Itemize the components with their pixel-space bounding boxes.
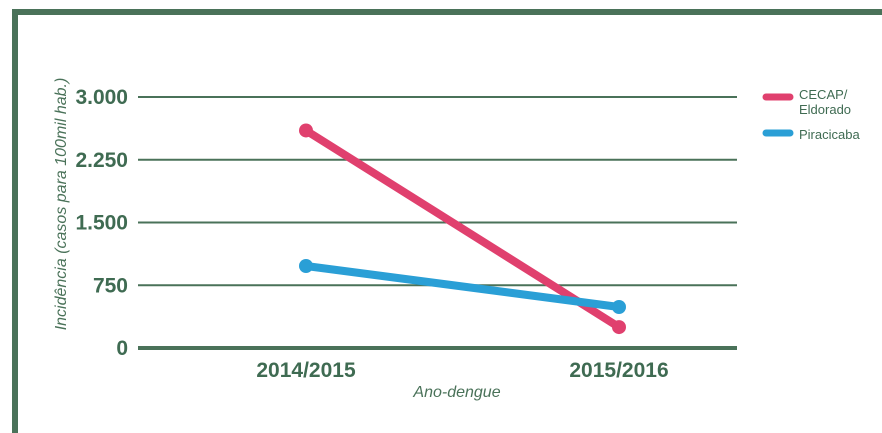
data-point-1-1 bbox=[612, 300, 626, 315]
data-point-0-0 bbox=[299, 123, 313, 138]
y-tick-label-3: 2.250 bbox=[75, 149, 128, 172]
y-tick-label-0: 0 bbox=[116, 337, 128, 360]
series-line-0 bbox=[302, 126, 623, 332]
legend-item-piracicaba: Piracicaba bbox=[762, 127, 860, 142]
y-tick-label-1: 750 bbox=[93, 274, 128, 297]
x-axis-title: Ano-dengue bbox=[412, 384, 500, 401]
x-tick-labels: 2014/2015 2015/2016 bbox=[256, 359, 668, 382]
y-tick-label-2: 1.500 bbox=[75, 212, 128, 235]
legend-item-cecap: CECAP/ Eldorado bbox=[762, 87, 851, 117]
x-tick-label-1: 2015/2016 bbox=[569, 359, 668, 382]
data-point-0-1 bbox=[612, 320, 626, 335]
y-axis-title: Incidência (casos para 100mil hab.) bbox=[53, 78, 70, 331]
legend-label-cecap-line1: CECAP/ bbox=[799, 87, 848, 102]
legend-label-cecap-line2: Eldorado bbox=[799, 102, 851, 117]
x-tick-label-0: 2014/2015 bbox=[256, 359, 356, 382]
grid-lines bbox=[138, 96, 737, 350]
legend-label-cecap: CECAP/ Eldorado bbox=[799, 87, 851, 117]
series-group bbox=[299, 123, 626, 335]
legend-label-piracicaba: Piracicaba bbox=[799, 127, 860, 142]
series-line-1 bbox=[302, 262, 623, 312]
frame-top-border bbox=[12, 9, 882, 15]
y-tick-label-4: 3.000 bbox=[75, 86, 128, 109]
y-tick-labels: 0 750 1.500 2.250 3.000 bbox=[75, 86, 128, 360]
frame-left-border bbox=[12, 9, 18, 433]
data-point-1-0 bbox=[299, 259, 313, 274]
legend: CECAP/ Eldorado Piracicaba bbox=[762, 87, 860, 142]
